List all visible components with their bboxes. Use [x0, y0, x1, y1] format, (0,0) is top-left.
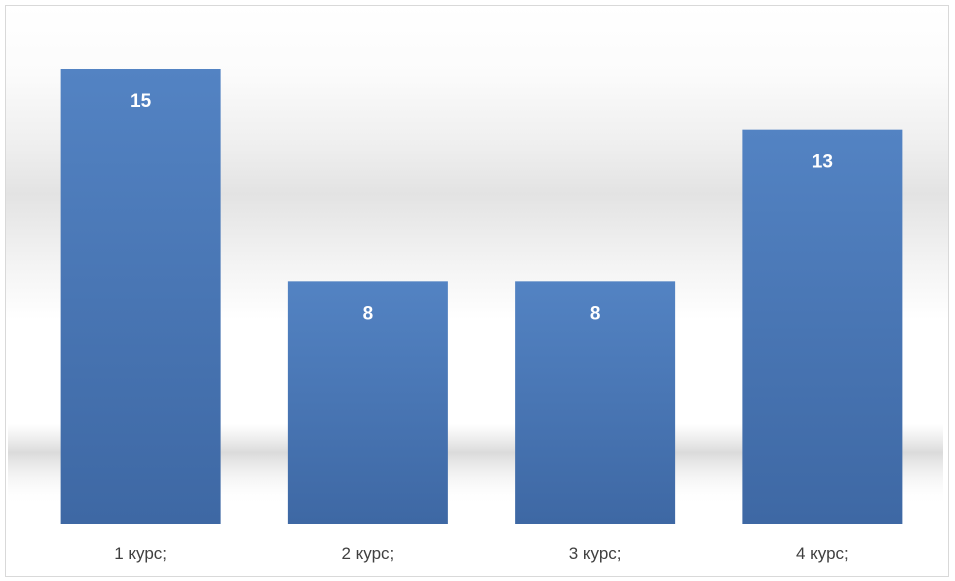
x-tick-label-1: 1 курс;: [114, 544, 167, 563]
bar-3: [515, 281, 676, 524]
bar-2: [287, 281, 448, 524]
data-label-2: 8: [363, 303, 374, 324]
data-label-1: 15: [130, 91, 152, 112]
x-tick-label-3: 3 курс;: [569, 544, 622, 563]
x-tick-label-4: 4 курс;: [796, 544, 849, 563]
data-label-4: 13: [812, 152, 833, 173]
bar-1: [60, 69, 221, 524]
x-tick-label-2: 2 курс;: [341, 544, 394, 563]
bar-4: [742, 129, 903, 524]
data-label-3: 8: [590, 303, 601, 324]
